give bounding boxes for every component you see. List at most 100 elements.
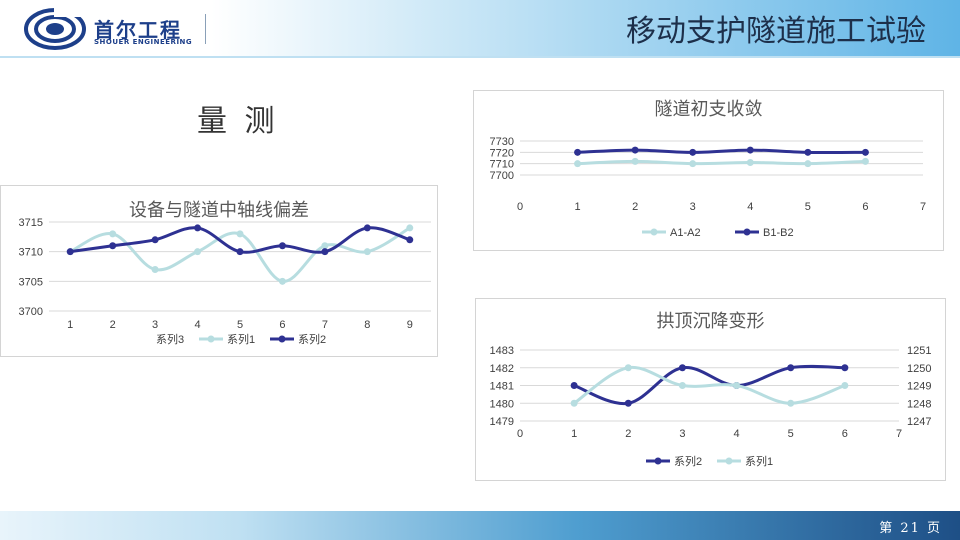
legend-label: 系列1	[227, 332, 255, 346]
data-point	[278, 277, 286, 285]
y2-tick-label: 1250	[907, 363, 931, 375]
data-point	[841, 382, 849, 389]
x-tick-label: 3	[679, 428, 685, 440]
y-tick-label: 1479	[490, 416, 514, 428]
data-point	[787, 399, 795, 407]
x-tick-label: 1	[575, 201, 581, 213]
x-tick-label: 4	[747, 201, 753, 213]
data-point	[194, 224, 202, 232]
header-divider	[0, 56, 960, 58]
y2-tick-label: 1247	[907, 416, 931, 428]
page-number: 第 21 页	[879, 521, 942, 536]
company-subtitle: SHOUER ENGINEERING	[94, 38, 193, 46]
chart-title: 拱顶沉降变形	[657, 311, 765, 331]
data-point	[109, 230, 117, 238]
data-point	[570, 382, 578, 389]
chart-axis-deviation[interactable]: 设备与隧道中轴线偏差 3700 3705 3710 3715 1 2 3 4 5 6 7 8 9 系列3 系列…	[0, 185, 438, 357]
y-tick-label: 7720	[490, 147, 514, 159]
y-tick-label: 3705	[19, 276, 43, 288]
data-point	[746, 146, 754, 154]
x-tick-label: 2	[110, 319, 116, 331]
data-point	[631, 146, 639, 154]
legend-marker	[725, 457, 733, 465]
x-tick-label: 5	[788, 428, 794, 440]
data-point	[689, 148, 697, 156]
x-tick-label: 1	[571, 428, 577, 440]
x-tick-label: 7	[920, 201, 926, 213]
legend-label: A1-A2	[670, 227, 701, 239]
x-tick-label: 6	[279, 319, 285, 331]
y-tick-label: 1481	[490, 381, 514, 393]
legend-marker	[654, 457, 662, 465]
y-tick-label: 7710	[490, 159, 514, 171]
chart-settlement-svg: 拱顶沉降变形1479148014811482148312471248124912…	[490, 311, 932, 468]
y-tick-label: 7700	[490, 170, 514, 182]
y-tick-label: 7730	[490, 136, 514, 148]
chart-axis-deviation-svg: 设备与隧道中轴线偏差 3700 3705 3710 3715 1 2 3 4 5 6 7 8 9 系列3 系列…	[19, 200, 431, 346]
y-tick-label: 1480	[490, 398, 514, 410]
data-point	[804, 160, 812, 168]
data-point	[861, 148, 869, 156]
x-tick-label: 5	[237, 319, 243, 331]
data-point	[746, 159, 754, 167]
legend-marker	[207, 335, 215, 343]
footer-bar: 第 21 页	[0, 511, 960, 540]
chart-convergence[interactable]: 隧道初支收敛 7700 7710 7720 7730 0 1 2 3 4 5 6 7 A1-A2 B1-B2	[473, 90, 944, 251]
company-name: 首尔工程	[94, 18, 182, 42]
data-point	[787, 364, 795, 372]
legend-label: 系列2	[298, 332, 326, 346]
data-point	[321, 248, 329, 256]
x-tick-label: 0	[517, 201, 523, 213]
data-point	[151, 236, 159, 244]
y2-tick-label: 1248	[907, 398, 931, 410]
page-title: 移动支护隧道施工试验	[626, 14, 926, 49]
x-tick-label: 8	[364, 319, 370, 331]
y-tick-label: 3700	[19, 306, 43, 318]
legend-label: 系列1	[745, 454, 773, 468]
data-point	[678, 382, 686, 389]
data-point	[151, 265, 159, 273]
y2-tick-label: 1251	[907, 345, 931, 357]
data-point	[574, 160, 582, 168]
data-point	[841, 364, 849, 372]
x-tick-label: 4	[194, 319, 200, 331]
chart-settlement[interactable]: 拱顶沉降变形 1479 1480 1481 1482 1483 1247 1248 1249 12…	[475, 298, 946, 481]
x-tick-label: 5	[805, 201, 811, 213]
data-point	[236, 248, 244, 256]
x-tick-label: 7	[322, 319, 328, 331]
data-point	[574, 148, 582, 156]
header-bar: 首尔工程 SHOUER ENGINEERING 移动支护隧道施工试验	[0, 0, 960, 56]
x-tick-label: 3	[152, 319, 158, 331]
x-tick-label: 0	[517, 428, 523, 440]
data-point	[631, 157, 639, 165]
chart-title: 隧道初支收敛	[655, 99, 763, 119]
x-tick-label: 6	[842, 428, 848, 440]
data-point	[236, 230, 244, 238]
data-point	[624, 364, 632, 372]
data-point	[733, 382, 741, 389]
series-line-2	[573, 366, 846, 405]
data-point	[109, 242, 117, 250]
y-tick-label: 3710	[19, 247, 43, 259]
x-tick-label: 3	[690, 201, 696, 213]
data-point	[689, 160, 697, 168]
data-point	[570, 399, 578, 407]
section-title: 量 测	[197, 104, 279, 139]
x-tick-label: 1	[67, 319, 73, 331]
y-tick-label: 1483	[490, 345, 514, 357]
x-tick-label: 2	[625, 428, 631, 440]
logo-divider	[205, 14, 206, 44]
x-tick-label: 2	[632, 201, 638, 213]
x-tick-label: 7	[896, 428, 902, 440]
data-point	[406, 224, 414, 232]
x-tick-label: 6	[862, 201, 868, 213]
legend-marker	[650, 228, 658, 236]
legend-label: B1-B2	[763, 227, 794, 239]
data-point	[861, 157, 869, 165]
legend-marker	[743, 228, 751, 236]
x-tick-label: 9	[407, 319, 413, 331]
data-point	[194, 248, 202, 256]
data-point	[624, 399, 632, 407]
data-point	[363, 224, 371, 232]
